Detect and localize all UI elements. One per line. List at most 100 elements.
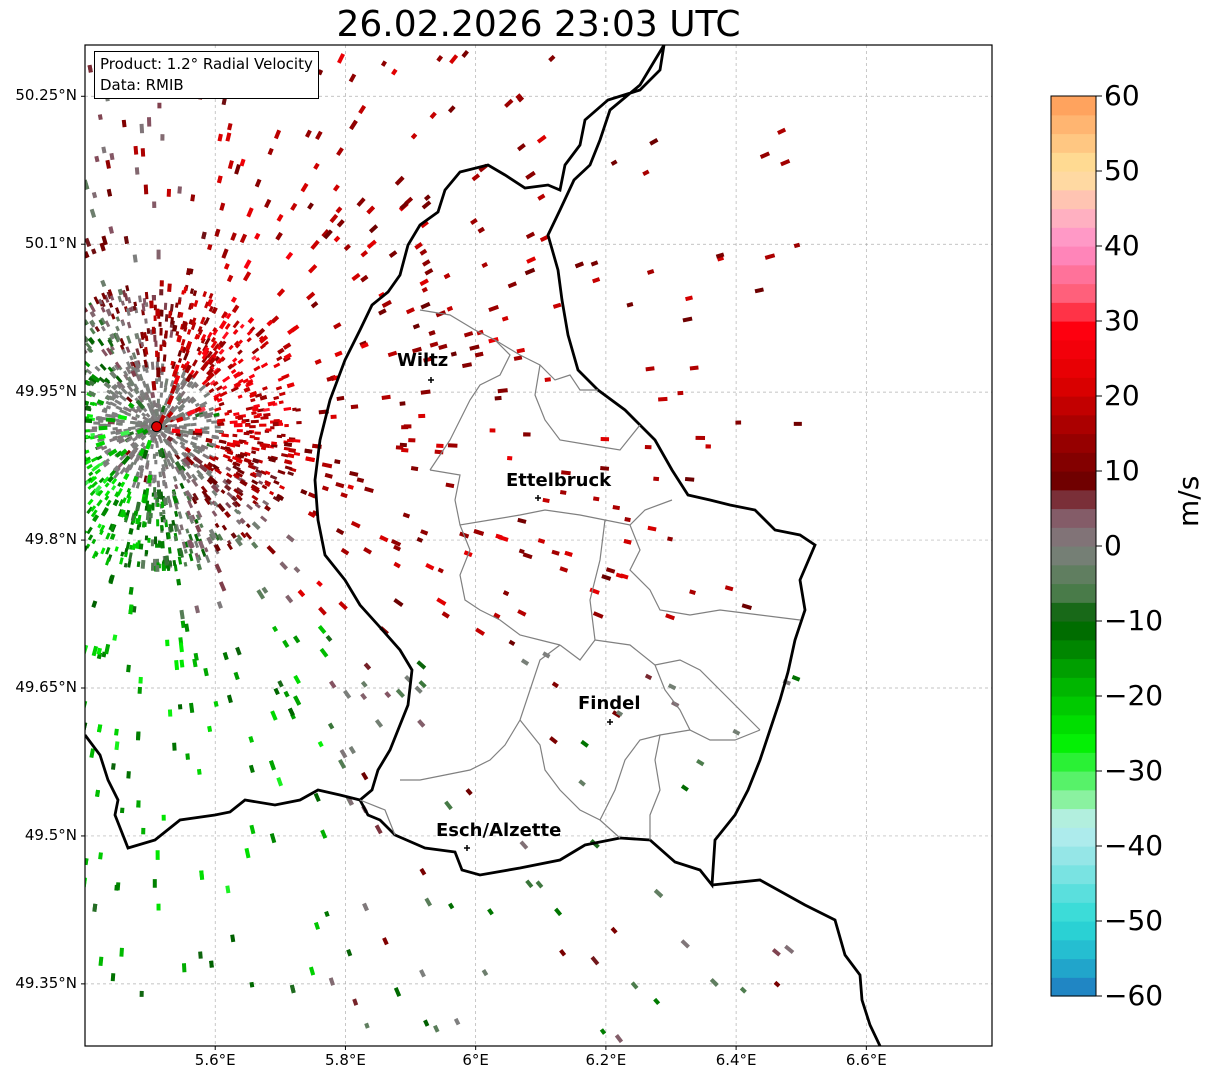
echo-mark (266, 319, 274, 327)
echo-mark (226, 274, 234, 283)
echo-mark (194, 402, 200, 408)
echo-mark (317, 740, 324, 748)
echo-mark (695, 435, 706, 441)
echo-mark (188, 514, 195, 523)
echo-mark (410, 132, 418, 140)
echo-mark (219, 340, 227, 348)
echo-mark (160, 405, 166, 413)
echo-mark (217, 133, 223, 142)
echo-mark (89, 319, 96, 327)
echo-mark (605, 567, 616, 574)
echo-mark (228, 344, 234, 351)
echo-mark (450, 351, 457, 357)
echo-mark (58, 319, 64, 326)
echo-mark (146, 117, 152, 127)
echo-mark (190, 381, 198, 390)
echo-mark (153, 334, 157, 342)
echo-mark (138, 543, 144, 550)
echo-mark (136, 423, 142, 427)
echo-mark (124, 551, 129, 558)
echo-mark (300, 182, 309, 193)
echo-mark (47, 346, 54, 353)
echo-mark (340, 547, 350, 556)
echo-mark (255, 327, 266, 338)
colorbar-segment (1051, 283, 1096, 303)
echo-mark (49, 448, 55, 452)
echo-mark (126, 664, 131, 673)
echo-mark (162, 407, 169, 416)
echo-mark (226, 491, 233, 499)
echo-mark (332, 184, 340, 192)
lon-label: 6°E (462, 1051, 489, 1069)
echo-mark (85, 456, 91, 462)
echo-mark (159, 512, 163, 517)
echo-mark (239, 323, 245, 329)
echo-mark (237, 349, 243, 355)
echo-mark (234, 537, 243, 547)
colorbar-segment (1051, 902, 1096, 922)
echo-mark (97, 338, 105, 347)
echo-mark (391, 68, 398, 76)
echo-mark (108, 348, 115, 355)
echo-mark (173, 374, 181, 386)
echo-mark (98, 319, 104, 326)
echo-mark (273, 479, 280, 485)
echo-mark (77, 474, 85, 481)
echo-mark (339, 748, 348, 759)
colorbar-segment (1051, 302, 1096, 322)
echo-mark (244, 451, 251, 457)
echo-mark (100, 506, 109, 517)
echo-mark (97, 434, 106, 440)
echo-mark (313, 162, 320, 170)
echo-mark (340, 492, 348, 499)
echo-mark (183, 548, 188, 554)
echo-mark (764, 253, 776, 260)
echo-mark (74, 429, 80, 432)
colorbar-segment (1051, 939, 1096, 960)
echo-mark (249, 472, 257, 479)
echo-mark (412, 323, 420, 330)
echo-mark (177, 299, 182, 305)
echo-mark (161, 471, 167, 479)
echo-mark (97, 489, 104, 497)
echo-mark (233, 412, 240, 417)
echo-mark (98, 477, 105, 484)
echo-mark (250, 419, 259, 424)
echo-mark (346, 797, 354, 806)
echo-mark (337, 53, 345, 64)
echo-mark (374, 824, 383, 835)
echo-mark (162, 514, 166, 520)
echo-mark (305, 129, 312, 138)
echo-mark (253, 436, 260, 441)
echo-mark (222, 651, 229, 661)
echo-mark (773, 980, 781, 988)
echo-mark (114, 491, 121, 498)
echo-mark (121, 119, 127, 128)
echo-mark (71, 484, 77, 490)
echo-mark (126, 321, 132, 329)
echo-mark (204, 426, 210, 430)
echo-mark (27, 477, 35, 483)
echo-mark (243, 386, 251, 393)
echo-mark (138, 676, 143, 684)
echo-mark (235, 471, 244, 478)
echo-mark (233, 508, 240, 515)
echo-mark (91, 645, 99, 657)
echo-mark (233, 340, 240, 347)
echo-mark (75, 352, 81, 358)
echo-mark (127, 402, 135, 409)
echo-mark (109, 370, 118, 379)
echo-mark (336, 147, 344, 157)
echo-mark (252, 457, 260, 464)
echo-mark (211, 510, 218, 517)
colorbar-segment (1051, 489, 1096, 510)
echo-mark (208, 292, 214, 300)
echo-mark (86, 526, 93, 535)
echo-mark (159, 381, 164, 389)
echo-mark (251, 406, 259, 412)
echo-mark (735, 420, 742, 425)
echo-mark (99, 529, 104, 536)
echo-mark (250, 398, 256, 403)
echo-mark (199, 401, 208, 408)
echo-mark (102, 407, 108, 412)
